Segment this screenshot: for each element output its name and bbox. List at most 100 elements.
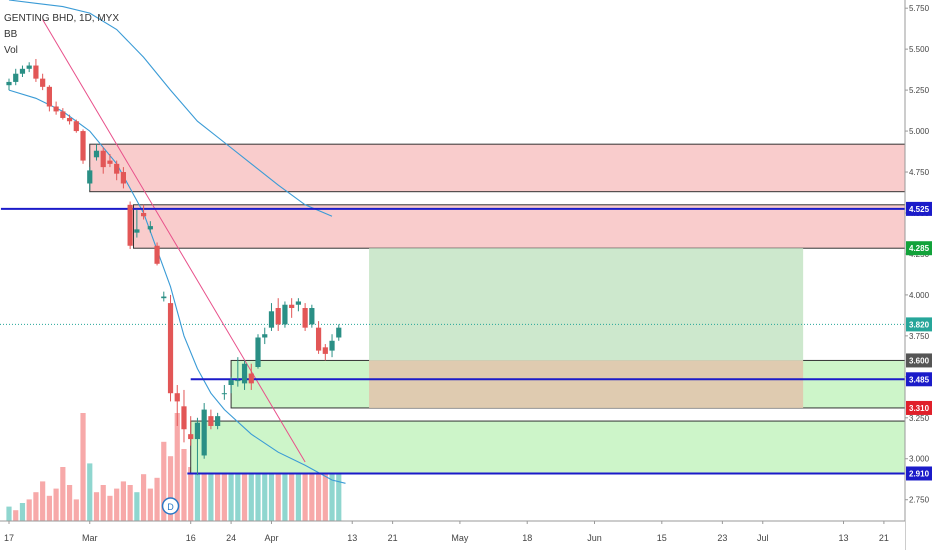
- volume-bar: [221, 467, 227, 521]
- time-tick-label: 24: [226, 533, 236, 543]
- candle-body: [141, 212, 147, 217]
- candle-body: [221, 393, 227, 395]
- candle-body: [46, 86, 52, 107]
- candle-body: [66, 117, 73, 122]
- candle: [194, 417, 201, 476]
- volume-bar: [80, 413, 86, 521]
- volume-bar: [174, 413, 180, 521]
- candle-body: [40, 78, 46, 87]
- candle-body: [336, 327, 342, 338]
- volume-bar: [120, 481, 127, 521]
- price-level-badge-bg: [906, 372, 932, 387]
- candle: [26, 62, 32, 73]
- stop-price-badge-bg: [906, 400, 932, 415]
- candle-body: [53, 106, 59, 112]
- price-axis-bg: [905, 0, 932, 550]
- price-level-badge-text: 3.485: [909, 375, 930, 384]
- support-zone: [190, 420, 906, 474]
- candle-body: [315, 327, 322, 351]
- candle: [329, 334, 335, 358]
- candle-body: [93, 150, 100, 158]
- candle: [174, 385, 180, 426]
- candle: [147, 221, 153, 233]
- volume-bar: [181, 449, 187, 521]
- candle: [13, 68, 19, 86]
- volume-bar: [268, 452, 275, 521]
- candle: [40, 73, 46, 91]
- candle-body: [147, 226, 153, 230]
- chart-legend: GENTING BHD, 1D, MYX BB Vol: [4, 11, 119, 59]
- candle: [295, 298, 301, 312]
- candle-body: [120, 172, 127, 184]
- price-tick-label: 3.750: [909, 332, 930, 341]
- candle: [315, 321, 322, 354]
- candle: [53, 101, 59, 115]
- candle-body: [19, 68, 26, 74]
- downtrend-line: [42, 19, 306, 463]
- candle: [255, 334, 261, 369]
- legend-indicator-vol[interactable]: Vol: [4, 45, 18, 56]
- candle: [120, 167, 127, 189]
- volume-bar: [66, 485, 73, 521]
- candle-body: [295, 301, 301, 305]
- candle-body: [100, 150, 106, 168]
- legend-symbol[interactable]: GENTING BHD, 1D, MYX: [4, 13, 120, 24]
- time-tick-label: 16: [186, 533, 196, 543]
- price-level-badge-bg: [906, 201, 932, 216]
- candle: [19, 65, 26, 78]
- target-price-badge-text: 4.285: [909, 244, 930, 253]
- volume-bar: [322, 470, 328, 521]
- legend-indicator-bb[interactable]: BB: [4, 29, 18, 40]
- candle: [181, 389, 187, 443]
- candle: [275, 298, 281, 331]
- candle: [80, 129, 86, 164]
- resistance-zone: [133, 204, 906, 249]
- volume-bar: [255, 449, 261, 521]
- volume-bar: [93, 492, 100, 521]
- candle: [60, 108, 66, 120]
- price-level-badge-text: 4.525: [909, 205, 930, 214]
- candle-body: [174, 393, 180, 402]
- price-tick-label: 5.000: [909, 127, 930, 136]
- volume-bar: [188, 467, 194, 521]
- volume-bar: [167, 456, 174, 521]
- entry-price-badge-bg: [906, 353, 932, 368]
- candle-body: [114, 163, 120, 174]
- price-tick-label: 2.750: [909, 496, 930, 505]
- target-price-badge: 4.285: [906, 241, 932, 256]
- candle-body: [161, 296, 167, 299]
- position-profit-zone: [369, 248, 804, 361]
- candle-body: [26, 65, 32, 69]
- volume-bar: [241, 445, 248, 521]
- candle: [262, 327, 268, 345]
- time-tick-label: Jul: [757, 533, 769, 543]
- candle: [228, 376, 234, 394]
- price-tick-label: 5.750: [909, 4, 930, 13]
- price-level-badge: 2.910: [906, 466, 932, 481]
- time-axis: 17 Mar 16 24 Apr 13 21 May 18 Jun 15 23 Jul 13 21: [0, 520, 905, 550]
- candle-body: [235, 380, 241, 382]
- volume-bar: [87, 463, 93, 521]
- price-axis: 2.7503.0003.2503.5003.7504.0004.2504.500…: [904, 0, 932, 550]
- bollinger-upper-band: [8, 0, 333, 217]
- entry-price-badge-text: 3.600: [909, 356, 930, 365]
- candle: [268, 303, 275, 331]
- candle: [107, 154, 113, 168]
- candle-body: [13, 73, 19, 82]
- candle: [87, 167, 93, 191]
- candle: [289, 298, 295, 318]
- candle-body: [241, 363, 248, 384]
- candle-body: [127, 204, 133, 246]
- current-price-badge-text: 3.820: [909, 320, 930, 329]
- candle: [201, 403, 207, 459]
- candle: [6, 78, 12, 91]
- time-tick-label: 23: [717, 533, 727, 543]
- candle-body: [302, 308, 308, 328]
- candle: [336, 324, 342, 341]
- candle-body: [107, 160, 113, 164]
- volume-bar: [19, 503, 26, 521]
- volume-bar: [73, 499, 79, 521]
- volume-bar: [289, 456, 295, 521]
